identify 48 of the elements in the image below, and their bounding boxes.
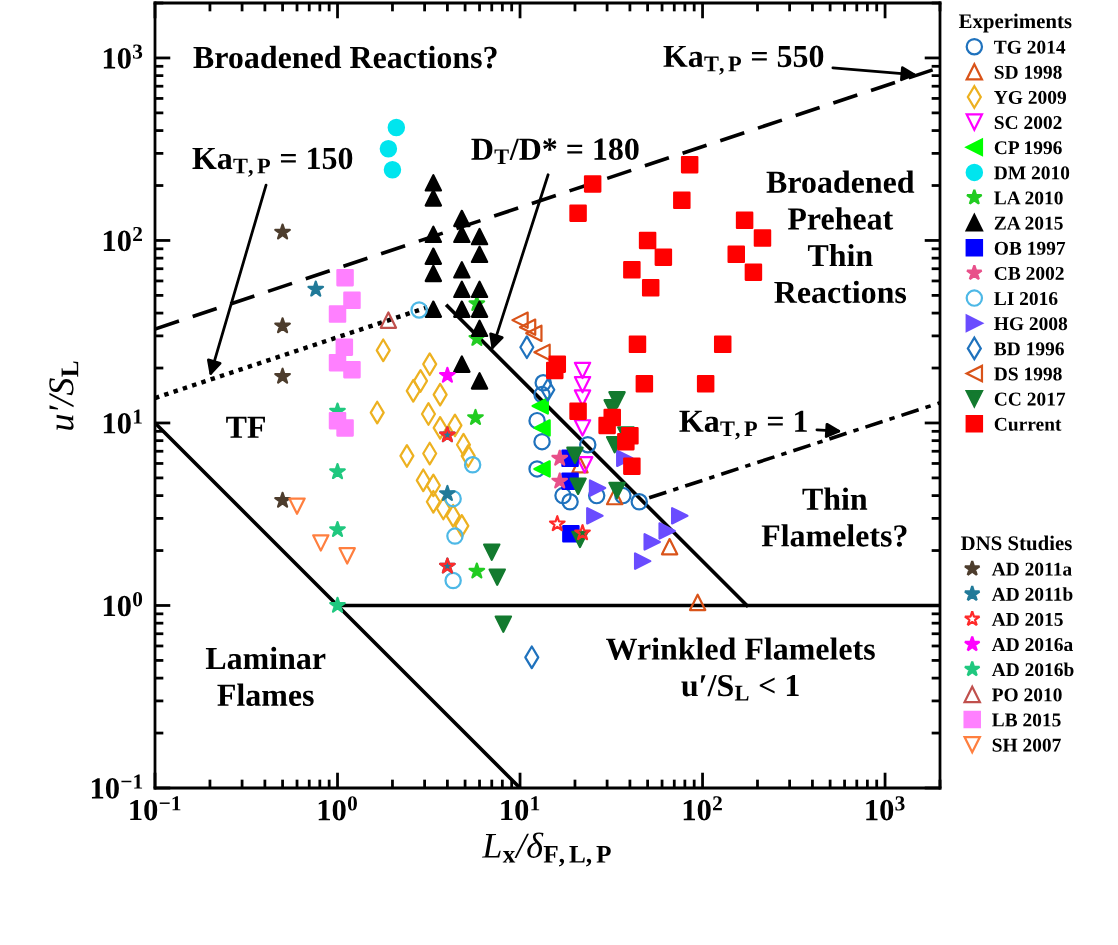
y-tick-label: 10$^{1}$ xyxy=(103,409,142,434)
legend-label: Current xyxy=(994,417,1062,431)
annotation: Ka$_{T,P}$ = 150 xyxy=(192,147,353,177)
legend-label: CP 1996 xyxy=(994,141,1062,155)
legend-label: CB 2002 xyxy=(994,266,1064,280)
legend-label: SD 1998 xyxy=(994,65,1062,79)
x-tick-label: 10$^{3}$ xyxy=(866,796,905,821)
legend-label: DS 1998 xyxy=(994,367,1062,381)
legend-label: LB 2015 xyxy=(992,713,1061,727)
legend-label: DM 2010 xyxy=(994,166,1070,180)
legend-label: ZA 2015 xyxy=(994,216,1063,230)
legend-label: CC 2017 xyxy=(994,392,1066,406)
y-tick-label: 10$^{2}$ xyxy=(103,226,142,252)
legend-label: LI 2016 xyxy=(994,291,1058,306)
legend-label: AD 2016b xyxy=(991,662,1074,677)
annotation: Broadened Reactions? xyxy=(193,45,497,69)
text: Experiments xyxy=(958,13,1072,33)
legend-label: TG 2014 xyxy=(994,40,1066,54)
annotation: Broadened Preheat Thin Reactions xyxy=(766,170,915,304)
x-tick-label: 10$^{2}$ xyxy=(683,796,722,821)
annotation: Wrinkled Flamelets u′/S$_{L}$ < 1 xyxy=(606,637,875,701)
legend-label: HG 2008 xyxy=(994,317,1068,331)
legend-label: AD 2016a xyxy=(991,638,1073,652)
x-tick-label: 10$^{0}$ xyxy=(318,796,357,821)
y-tick-label: 10$^{−1}$ xyxy=(91,774,143,799)
legend-label: AD 2011b xyxy=(991,587,1073,601)
legend-label: OB 1997 xyxy=(994,241,1066,255)
annotation: Thin Flamelets? xyxy=(761,487,907,547)
x-tick-label: 10$^{1}$ xyxy=(501,796,540,821)
legend-label: AD 2015 xyxy=(991,612,1063,626)
legend-label: PO 2010 xyxy=(992,688,1062,702)
y-tick-label: 10$^{0}$ xyxy=(103,591,143,617)
x-axis-title: L$_{x}$/δ$_{F,L,P}$ xyxy=(481,832,611,867)
legend-label: AD 2011a xyxy=(991,562,1072,576)
y-tick-label: 10$^{3}$ xyxy=(103,44,143,69)
annotation: D$_{T}$/D* = 180 xyxy=(471,138,639,165)
legend-label: YG 2009 xyxy=(994,90,1066,104)
annotation: Laminar Flames xyxy=(205,646,326,707)
text: DNS Studies xyxy=(960,535,1072,551)
legend-label: LA 2010 xyxy=(994,191,1063,205)
annotation: Ka$_{T,P}$ = 1 xyxy=(679,410,807,440)
y-axis-title: u′/S$_{L}$ xyxy=(49,361,79,430)
x-tick-label: 10$^{−1}$ xyxy=(130,796,181,821)
annotation: TF xyxy=(226,416,265,438)
legend-label: SC 2002 xyxy=(994,116,1062,130)
legend-label: SH 2007 xyxy=(992,738,1061,752)
annotation: Ka$_{T,P}$ = 550 xyxy=(663,45,824,75)
legend-label: BD 1996 xyxy=(994,342,1064,356)
